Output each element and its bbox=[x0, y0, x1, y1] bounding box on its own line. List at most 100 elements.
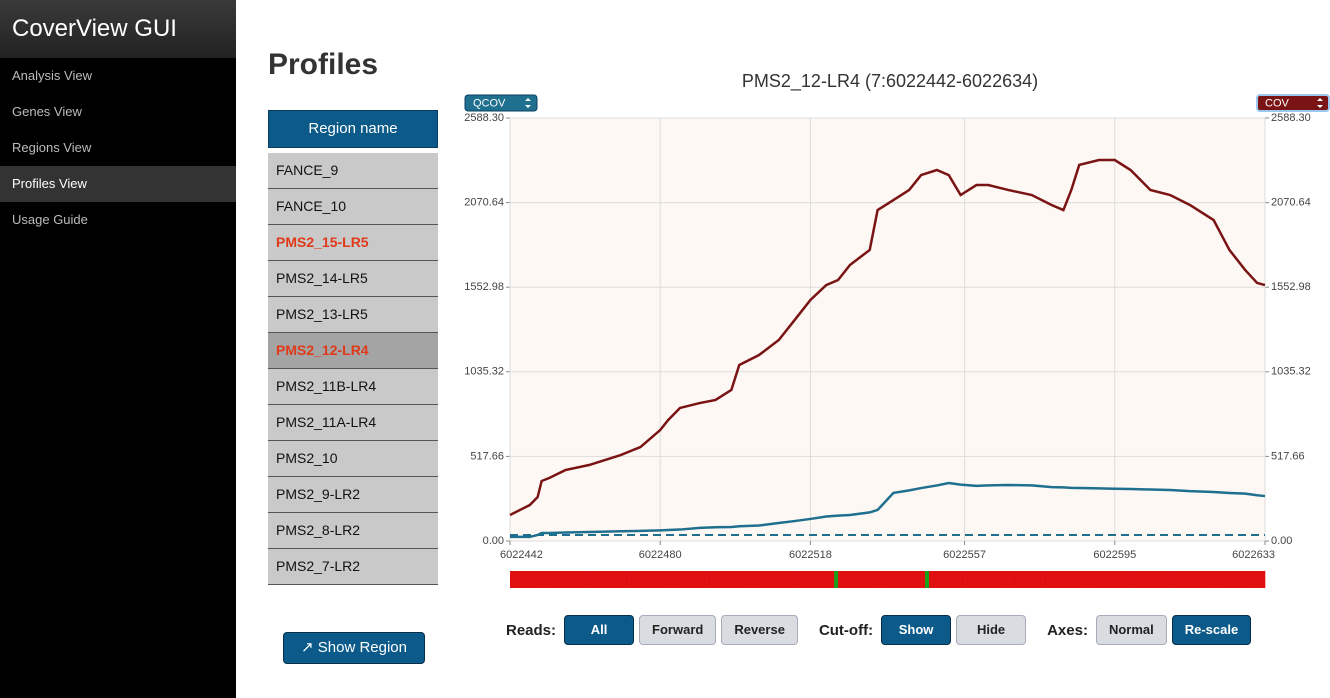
base-cell bbox=[743, 571, 748, 588]
base-cell bbox=[636, 571, 641, 588]
table-row[interactable]: PMS2_14-LR5 bbox=[268, 261, 438, 297]
series-line bbox=[509, 158, 1266, 517]
base-cell bbox=[1098, 571, 1104, 588]
table-row[interactable]: FANCE_10 bbox=[268, 189, 438, 225]
base-cell bbox=[1158, 571, 1163, 588]
base-cell bbox=[1134, 571, 1139, 588]
table-row[interactable]: PMS2_9-LR2 bbox=[268, 477, 438, 513]
control-button[interactable]: Forward bbox=[639, 615, 717, 645]
series-select[interactable]: COV bbox=[1256, 94, 1330, 112]
control-button[interactable]: Re-scale bbox=[1171, 615, 1252, 645]
table-row[interactable]: PMS2_15-LR5 bbox=[268, 225, 438, 261]
table-row[interactable]: PMS2_11A-LR4 bbox=[268, 405, 438, 441]
table-header: Region name bbox=[268, 110, 438, 148]
base-cell bbox=[1095, 571, 1100, 588]
base-cell bbox=[849, 571, 855, 588]
y2-tick-label: 517.66 bbox=[1271, 450, 1305, 462]
base-cell bbox=[952, 571, 957, 588]
control-button[interactable]: Hide bbox=[956, 615, 1027, 645]
base-cell bbox=[620, 571, 625, 588]
base-cell bbox=[1031, 571, 1037, 588]
region-table: Region name FANCE_9 FANCE_10 PMS2_15-LR5 PM… bbox=[268, 110, 438, 585]
chart: PMS2_12-LR4 (7:6022442-6022634) 0.00 517.6… bbox=[464, 71, 1330, 588]
base-cell bbox=[1245, 571, 1250, 588]
app-title: CoverView GUI bbox=[0, 0, 236, 58]
base-cell bbox=[687, 571, 693, 588]
base-cell bbox=[1126, 571, 1131, 588]
control-button[interactable]: All bbox=[564, 615, 635, 645]
base-cell bbox=[1118, 571, 1123, 588]
control-button[interactable]: Show bbox=[881, 615, 952, 645]
x-tick-label: 6022557 bbox=[943, 549, 986, 561]
base-cell bbox=[1162, 571, 1167, 588]
base-cell bbox=[1257, 571, 1262, 588]
table-row[interactable]: PMS2_13-LR5 bbox=[268, 297, 438, 333]
base-cell bbox=[806, 571, 811, 588]
menu-item[interactable]: Usage Guide bbox=[12, 212, 88, 227]
control-button[interactable]: Normal bbox=[1095, 615, 1167, 645]
plot-area bbox=[509, 117, 1266, 542]
x-tick-label: 6022595 bbox=[1093, 549, 1136, 561]
base-cell bbox=[1170, 571, 1175, 588]
control-label: Axes: bbox=[1047, 621, 1088, 639]
base-cell bbox=[834, 571, 839, 588]
base-cell bbox=[521, 571, 527, 588]
base-cell bbox=[707, 571, 712, 588]
select-box bbox=[464, 94, 538, 112]
table-row[interactable]: PMS2_12-LR4 bbox=[268, 333, 438, 369]
base-cell bbox=[988, 571, 993, 588]
base-cell bbox=[762, 571, 768, 588]
table-row[interactable]: PMS2_11B-LR4 bbox=[268, 369, 438, 405]
base-cell bbox=[1047, 571, 1052, 588]
control-label: Reads: bbox=[506, 621, 557, 639]
base-cell bbox=[853, 571, 859, 588]
base-cell bbox=[869, 571, 874, 588]
base-cell bbox=[968, 571, 973, 588]
series-select[interactable]: QCOV bbox=[464, 94, 538, 112]
show-region-button[interactable]: ↗ Show Region bbox=[283, 632, 425, 664]
base-cell bbox=[731, 571, 736, 588]
base-cell bbox=[612, 571, 618, 588]
base-cell bbox=[1241, 571, 1246, 588]
base-cell bbox=[569, 571, 574, 588]
page-heading: Profiles bbox=[268, 48, 379, 81]
base-cell bbox=[798, 571, 803, 588]
base-cell bbox=[715, 571, 720, 588]
base-cell bbox=[561, 571, 566, 588]
table-row[interactable]: PMS2_8-LR2 bbox=[268, 513, 438, 549]
base-cell bbox=[972, 571, 977, 588]
base-cell bbox=[1229, 571, 1234, 588]
base-cell bbox=[1027, 571, 1033, 588]
base-cell bbox=[1106, 571, 1112, 588]
base-cell bbox=[766, 571, 772, 588]
base-cell bbox=[790, 571, 795, 588]
base-cell bbox=[1178, 571, 1183, 588]
base-cell bbox=[747, 571, 752, 588]
base-cell bbox=[956, 571, 961, 588]
base-cell bbox=[600, 571, 606, 588]
y-tick-label: 517.66 bbox=[470, 450, 504, 462]
base-cell bbox=[1221, 571, 1226, 588]
menu-item[interactable]: Analysis View bbox=[12, 68, 92, 83]
y-tick-label: 2070.64 bbox=[464, 197, 504, 209]
base-cell bbox=[1043, 571, 1048, 588]
chart-title: PMS2_12-LR4 (7:6022442-6022634) bbox=[742, 71, 1038, 92]
base-cell bbox=[1249, 571, 1254, 588]
menu-item[interactable]: Profiles View bbox=[0, 166, 236, 202]
base-cell bbox=[830, 571, 835, 588]
base-cell bbox=[960, 571, 965, 588]
y2-tick-label: 1552.98 bbox=[1271, 281, 1311, 293]
base-cell bbox=[1035, 571, 1040, 588]
menu-item[interactable]: Genes View bbox=[12, 104, 82, 119]
table-row[interactable]: PMS2_10 bbox=[268, 441, 438, 477]
base-cell bbox=[679, 571, 685, 588]
base-cell bbox=[691, 571, 697, 588]
table-row[interactable]: PMS2_7-LR2 bbox=[268, 549, 438, 585]
control-button[interactable]: Reverse bbox=[721, 615, 798, 645]
menu-item[interactable]: Regions View bbox=[12, 140, 92, 155]
y-tick-label: 0.00 bbox=[483, 535, 504, 547]
base-cell bbox=[1233, 571, 1238, 588]
base-cell bbox=[668, 571, 673, 588]
y-tick-label: 1552.98 bbox=[464, 281, 504, 293]
table-row[interactable]: FANCE_9 bbox=[268, 153, 438, 189]
